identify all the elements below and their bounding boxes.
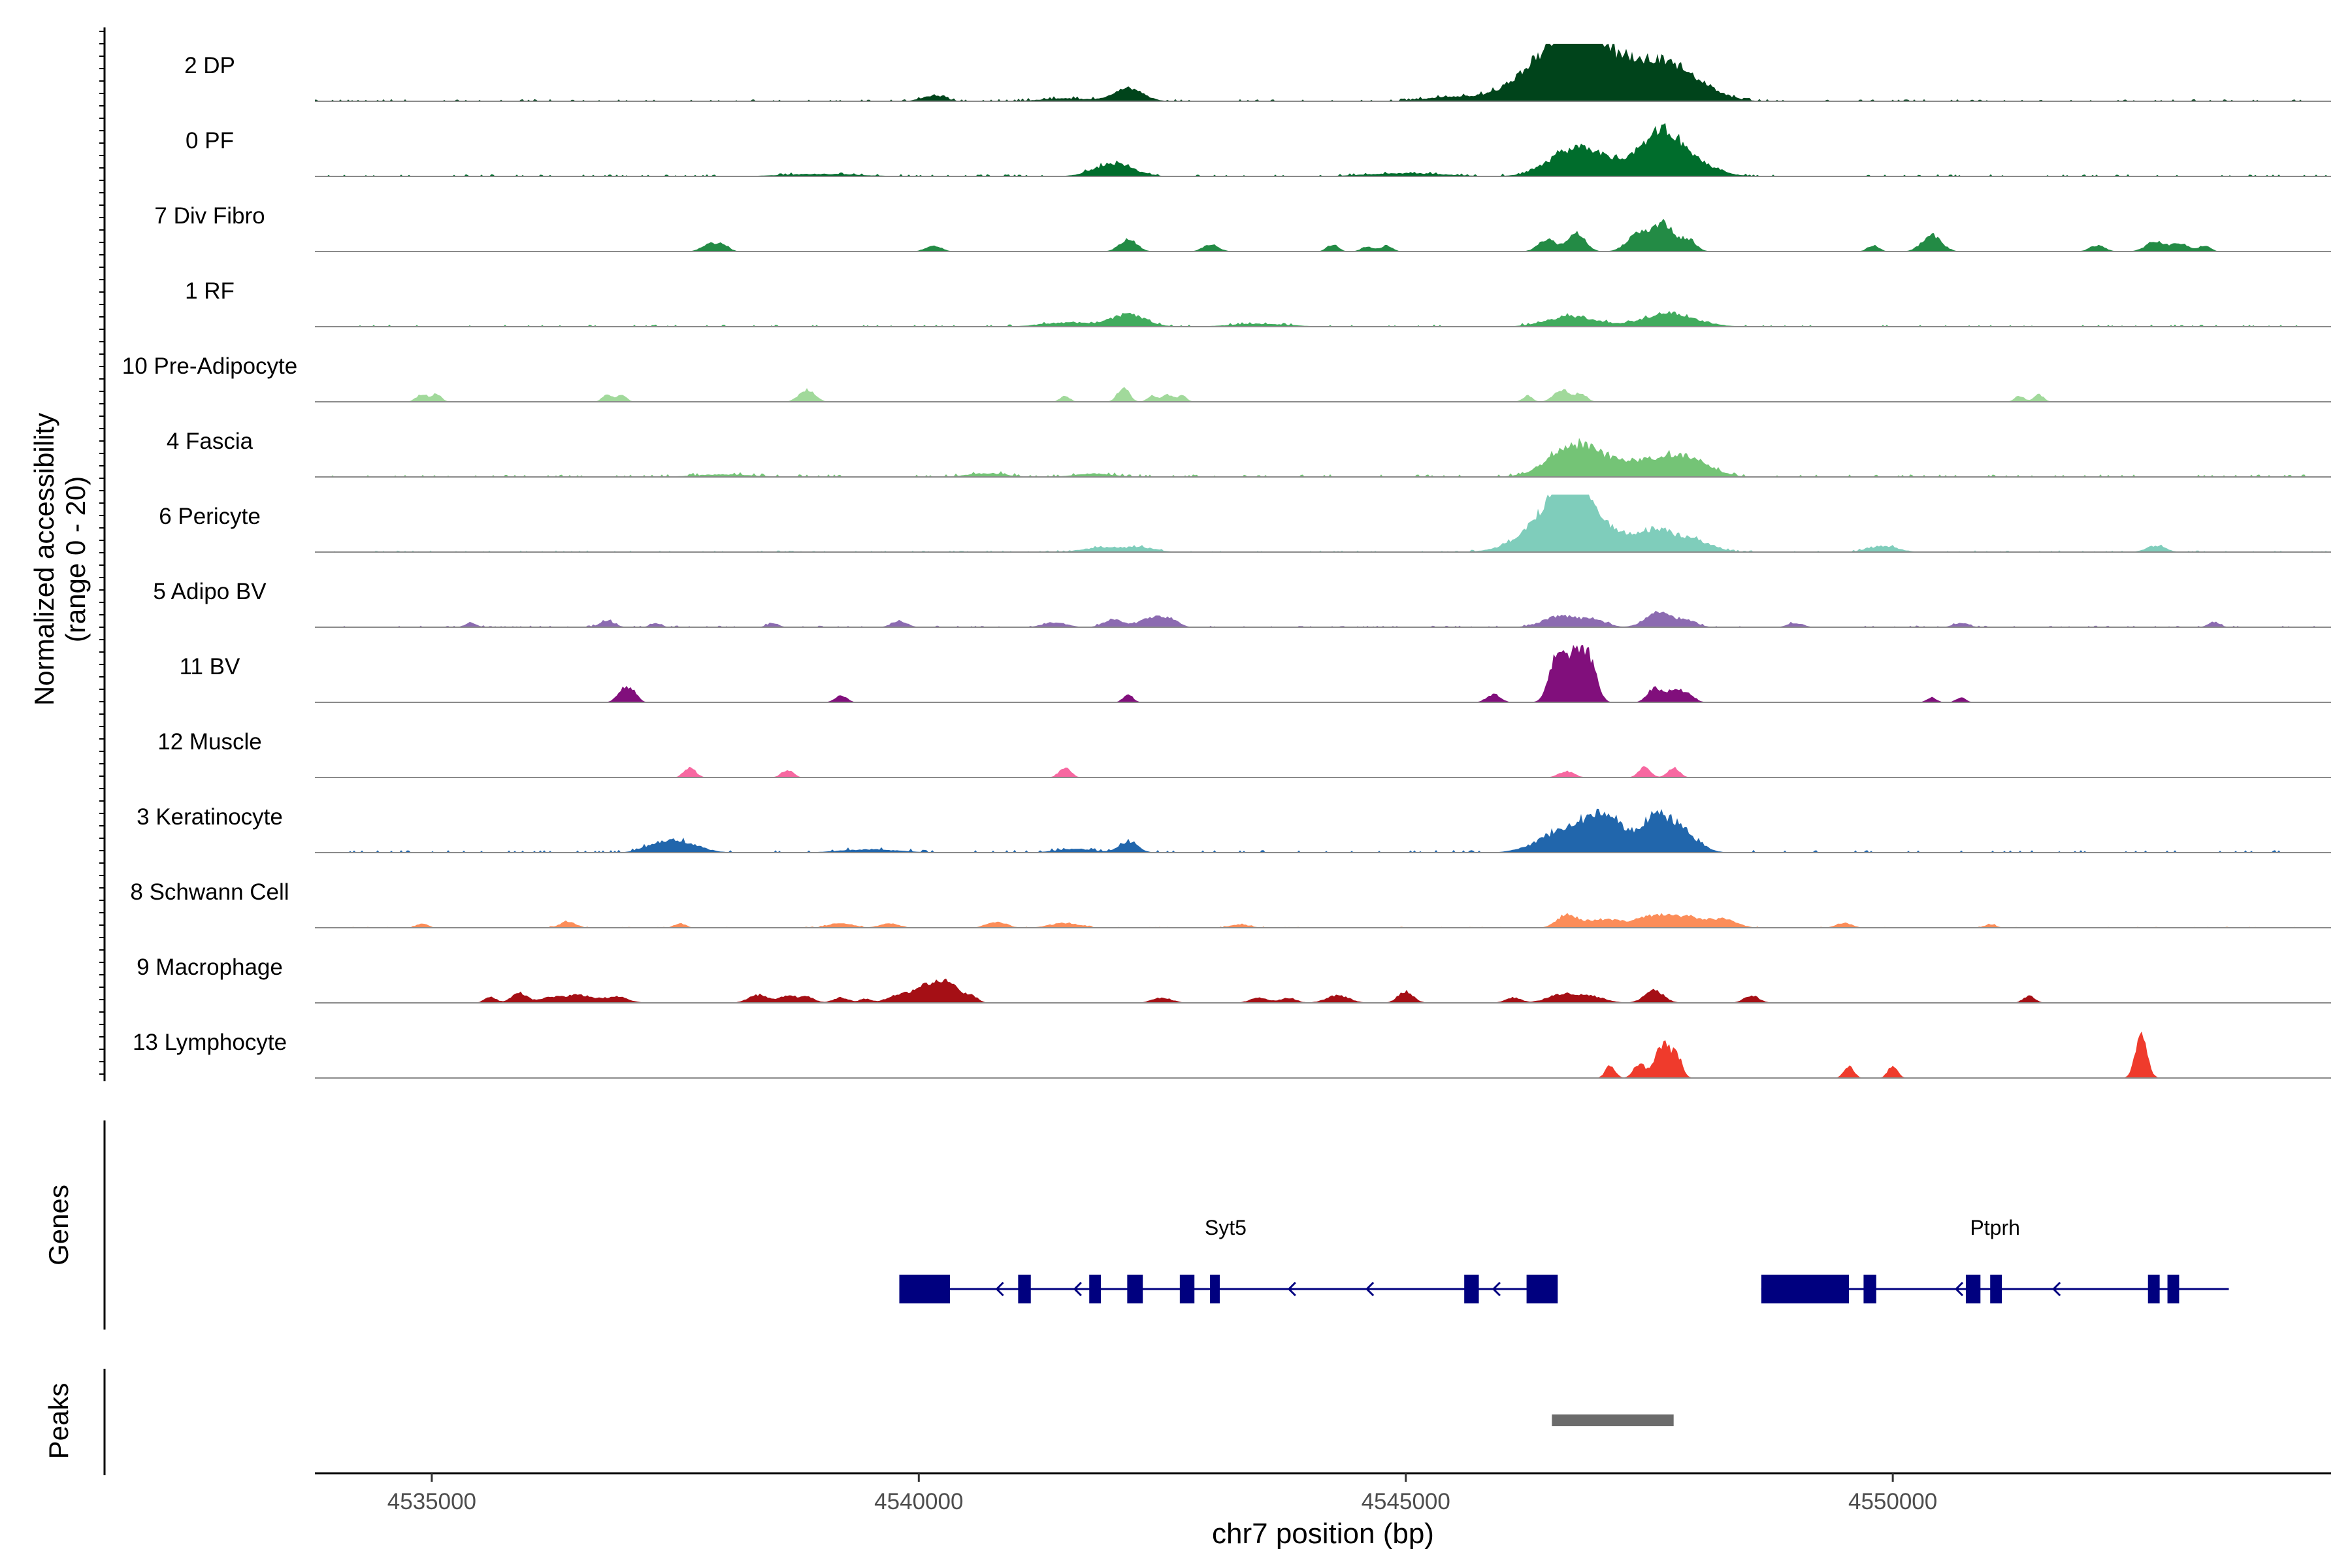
track-label: 8 Schwann Cell xyxy=(130,879,289,905)
y-axis-title-line: (range 0 - 20) xyxy=(60,476,91,642)
coverage-area xyxy=(315,808,2331,853)
coverage-area xyxy=(315,766,2331,777)
gene-exon xyxy=(1965,1275,1981,1303)
gene-name: Ptprh xyxy=(1970,1216,2019,1239)
x-tick-label: 4550000 xyxy=(1848,1489,1937,1514)
gene-strand-arrow xyxy=(1492,1281,1501,1297)
x-tick-label: 4540000 xyxy=(874,1489,963,1514)
peak-region xyxy=(1552,1414,1674,1426)
gene-exon xyxy=(1863,1275,1876,1303)
gene-exon xyxy=(1089,1275,1102,1303)
track: 2 DP xyxy=(184,44,2331,102)
track-label: 11 BV xyxy=(180,654,240,679)
coverage-area xyxy=(315,44,2331,101)
coverage-area xyxy=(315,123,2331,176)
y-axis-title: Normalized accessibility(range 0 - 20) xyxy=(29,413,91,706)
track-label: 4 Fascia xyxy=(167,429,253,454)
track-label: 5 Adipo BV xyxy=(153,579,267,604)
track: 12 Muscle xyxy=(157,729,2331,778)
gene-exon xyxy=(1018,1275,1031,1303)
track: 4 Fascia xyxy=(167,429,2331,478)
track: 8 Schwann Cell xyxy=(130,879,2331,928)
track-label: 6 Pericyte xyxy=(159,504,261,529)
track: 1 RF xyxy=(185,278,2331,327)
gene-strand-arrow xyxy=(1365,1281,1375,1297)
gene-strand-arrow xyxy=(1073,1281,1082,1297)
track: 3 Keratinocyte xyxy=(137,804,2331,853)
coverage-area xyxy=(315,645,2331,702)
x-tick-label: 4545000 xyxy=(1362,1489,1450,1514)
x-tick-label: 4535000 xyxy=(387,1489,476,1514)
gene-strand-arrow xyxy=(1954,1281,1964,1297)
genes-panel-label: Genes xyxy=(43,1184,74,1266)
coverage-area xyxy=(315,495,2331,552)
coverage-area xyxy=(315,978,2331,1003)
gene-exon xyxy=(1179,1275,1195,1303)
gene-exon xyxy=(1990,1275,2002,1303)
peaks-panel-label: Peaks xyxy=(43,1383,74,1460)
gene-exon xyxy=(899,1275,951,1303)
coverage-area xyxy=(315,438,2331,477)
coverage-area xyxy=(315,311,2331,327)
x-axis-title: chr7 position (bp) xyxy=(1212,1518,1434,1550)
track: 5 Adipo BV xyxy=(153,579,2331,628)
track: 13 Lymphocyte xyxy=(133,1030,2331,1079)
gene: Syt5 xyxy=(899,1216,1558,1303)
gene-exon xyxy=(1464,1275,1479,1303)
track-label: 3 Keratinocyte xyxy=(137,804,283,830)
gene-strand-arrow xyxy=(1287,1281,1296,1297)
coverage-area xyxy=(315,218,2331,252)
gene-exon xyxy=(1526,1275,1558,1303)
genes-panel: Genes Syt5 Ptprh xyxy=(43,1120,2229,1330)
gene-exon xyxy=(2148,1275,2160,1303)
coverage-area xyxy=(315,1031,2331,1078)
gene-exon xyxy=(1761,1275,1850,1303)
y-axis-title-line: Normalized accessibility xyxy=(29,413,59,706)
gene-name: Syt5 xyxy=(1205,1216,1247,1239)
track-label: 10 Pre-Adipocyte xyxy=(122,353,297,379)
coverage-area xyxy=(315,610,2331,627)
track: 6 Pericyte xyxy=(159,495,2331,553)
track: 11 BV xyxy=(180,645,2331,703)
x-axis: 4535000 4540000 4545000 4550000 chr7 positio… xyxy=(315,1472,2331,1550)
track-label: 9 Macrophage xyxy=(137,955,283,980)
coverage-area xyxy=(315,387,2331,402)
gene: Ptprh xyxy=(1761,1216,2229,1303)
gene-strand-arrow xyxy=(2051,1281,2061,1297)
track-label: 1 RF xyxy=(185,278,235,304)
gene-exon xyxy=(1210,1275,1220,1303)
track: 0 PF xyxy=(186,123,2331,177)
gene-exon xyxy=(2167,1275,2180,1303)
track: 10 Pre-Adipocyte xyxy=(122,353,2331,402)
gene-exon xyxy=(1127,1275,1143,1303)
coverage-area xyxy=(315,913,2331,928)
track-label: 13 Lymphocyte xyxy=(133,1030,287,1055)
y-axis-label-group: Normalized accessibility(range 0 - 20) xyxy=(29,413,91,706)
track-label: 12 Muscle xyxy=(157,729,262,755)
coverage-tracks: 2 DP 0 PF 7 Div Fibro 1 RF 10 Pre-Adipocyte 4… xyxy=(122,44,2331,1079)
gene-strand-arrow xyxy=(995,1281,1004,1297)
track: 7 Div Fibro xyxy=(154,203,2331,252)
track-label: 0 PF xyxy=(186,128,234,154)
track: 9 Macrophage xyxy=(137,955,2331,1004)
track-label: 7 Div Fibro xyxy=(154,203,265,229)
track-label: 2 DP xyxy=(184,53,235,78)
y-axis xyxy=(99,27,106,1081)
peaks-panel: Peaks xyxy=(43,1369,1674,1475)
